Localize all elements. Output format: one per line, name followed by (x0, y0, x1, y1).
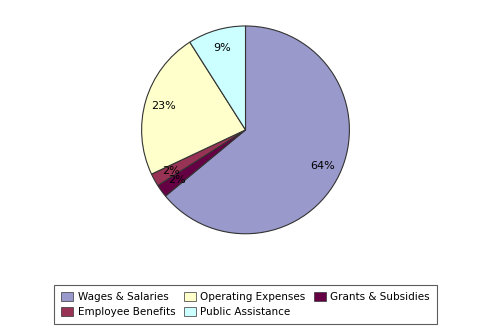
Text: 2%: 2% (162, 166, 180, 176)
Text: 64%: 64% (310, 161, 335, 171)
Legend: Wages & Salaries, Employee Benefits, Operating Expenses, Public Assistance, Gran: Wages & Salaries, Employee Benefits, Ope… (54, 285, 437, 324)
Wedge shape (158, 130, 246, 196)
Text: 23%: 23% (151, 101, 176, 111)
Text: 9%: 9% (213, 43, 231, 53)
Text: 2%: 2% (168, 175, 186, 185)
Wedge shape (190, 26, 246, 130)
Wedge shape (165, 26, 350, 234)
Wedge shape (152, 130, 246, 185)
Wedge shape (141, 42, 246, 174)
